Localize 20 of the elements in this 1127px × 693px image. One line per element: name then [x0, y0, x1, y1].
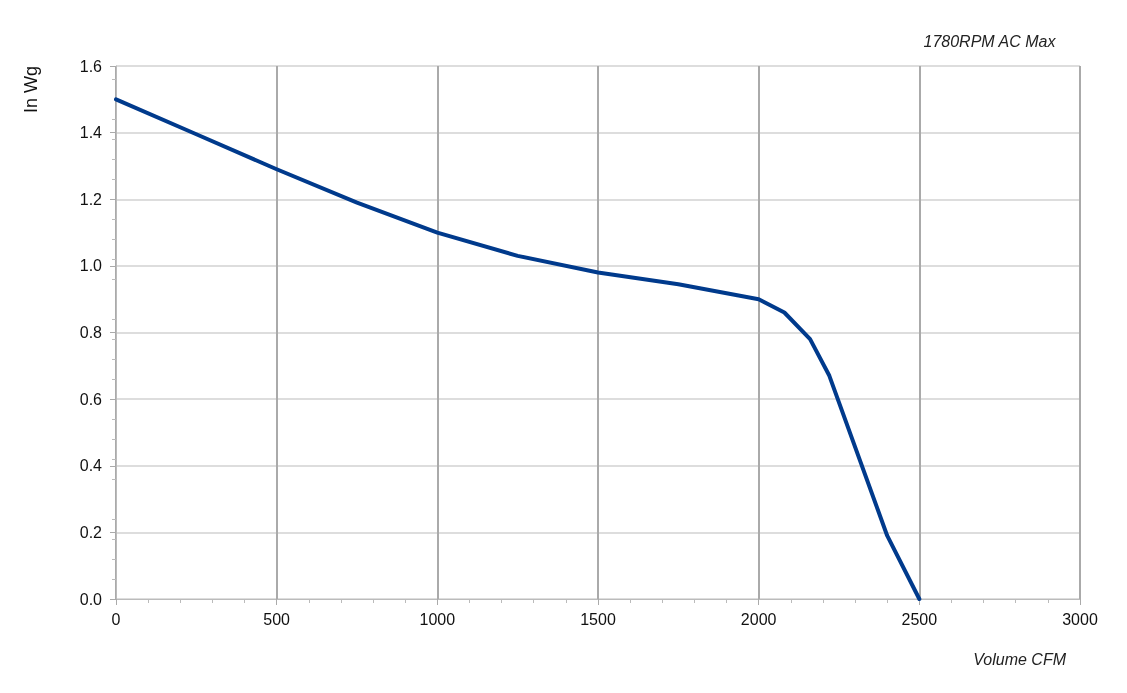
x-tick-label: 1000 — [419, 610, 456, 628]
y-tick-label: 0.8 — [79, 324, 103, 341]
y-tick-label: 0.2 — [79, 523, 103, 541]
x-tick-label: 2000 — [740, 610, 777, 628]
y-tick-label: 1.6 — [79, 57, 103, 75]
y-tick-label: 1.4 — [79, 124, 103, 142]
x-tick-label: 0 — [111, 610, 121, 628]
x-tick-label: 500 — [263, 610, 291, 628]
x-tick-label: 2500 — [901, 610, 938, 628]
x-tick-label: 3000 — [1062, 610, 1098, 628]
x-tick-label: 1500 — [580, 610, 616, 628]
y-tick-label: 0.6 — [79, 390, 103, 408]
y-tick-label: 0.0 — [79, 590, 103, 608]
y-tick-label: 1.0 — [79, 257, 103, 275]
x-axis-title: Volume CFM — [973, 650, 1067, 668]
line-series — [114, 97, 922, 601]
y-axis-title: In Wg — [21, 66, 41, 114]
y-tick-label: 0.4 — [79, 457, 103, 475]
y-tick-label: 1.2 — [79, 190, 103, 208]
chart-title: 1780RPM AC Max — [923, 32, 1057, 50]
